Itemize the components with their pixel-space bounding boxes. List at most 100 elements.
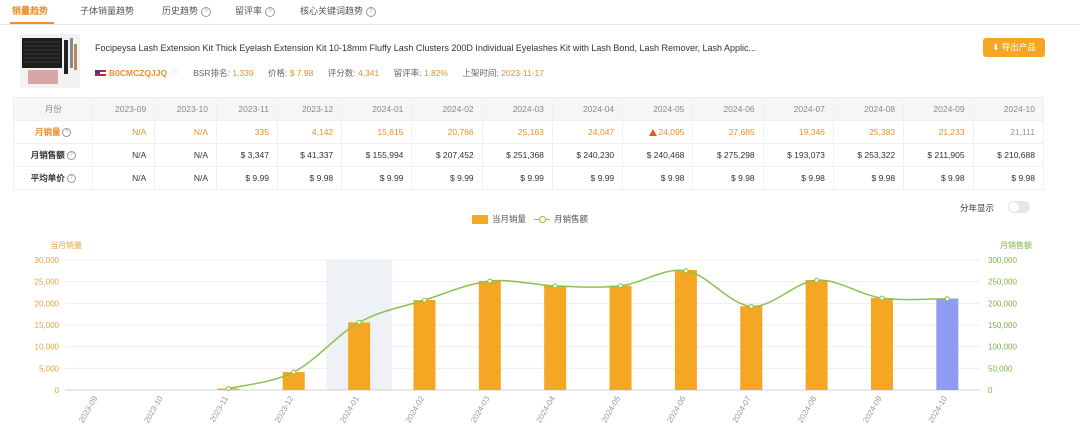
- revenue-line: [228, 269, 948, 390]
- table-cell: $ 240,230: [551, 143, 624, 167]
- bsr-label: BSR排名:: [193, 68, 230, 78]
- revenue-point: [618, 283, 624, 289]
- y-left-tick-label: 25,000: [35, 278, 60, 287]
- x-tick-label: 2024-05: [600, 394, 623, 424]
- table-cell: $ 9.99: [481, 166, 553, 190]
- export-label: 导出产品: [1001, 42, 1036, 52]
- row-label-text: 平均单价: [30, 173, 65, 183]
- table-cell: $ 9.98: [762, 166, 834, 190]
- y-right-tick-label: 200,000: [988, 299, 1017, 308]
- chart-bar: [674, 270, 697, 390]
- header-cell: 2024-09: [903, 97, 974, 121]
- tab-label: 核心关键词趋势: [300, 6, 364, 16]
- product-thumbnail[interactable]: [20, 34, 80, 88]
- table-cell: $ 9.99: [216, 166, 278, 190]
- x-tick-label: 2024-03: [469, 394, 492, 424]
- asin[interactable]: B0CMCZQJJQ: [109, 68, 168, 78]
- product-title[interactable]: Focipeysa Lash Extension Kit Thick Eyela…: [95, 43, 757, 53]
- help-icon[interactable]: ?: [66, 151, 76, 161]
- y-right-tick-label: 150,000: [988, 321, 1017, 330]
- chart-bar: [740, 306, 763, 390]
- help-icon[interactable]: ?: [201, 6, 212, 17]
- chart-bar: [805, 280, 828, 390]
- chart-bar: [544, 285, 567, 390]
- download-icon: ⬇: [992, 42, 1002, 52]
- tab-sales-trend[interactable]: 销量趋势: [12, 4, 48, 17]
- table-cell: $ 207,452: [411, 143, 483, 167]
- launch-date-value: 2023-11-17: [501, 68, 544, 78]
- chart-bar: [348, 322, 371, 390]
- tab-core-keyword-trend[interactable]: 核心关键词趋势?: [300, 4, 377, 17]
- y-right-tick-label: 50,000: [988, 364, 1013, 373]
- legend-item-sales[interactable]: 当月销量: [472, 213, 526, 225]
- y-right-tick-label: 100,000: [988, 343, 1017, 352]
- chart-bar: [282, 372, 305, 390]
- reviews-label: 评分数:: [327, 68, 356, 78]
- header-cell: 2024-02: [411, 97, 483, 121]
- table-cell: 19,346: [762, 120, 834, 144]
- revenue-point: [225, 386, 231, 392]
- header-cell: 2023-12: [276, 97, 343, 121]
- review-rate-label: 留评率:: [393, 68, 422, 78]
- table-cell: N/A: [154, 120, 217, 144]
- table-cell: 21,233: [903, 120, 974, 144]
- table-cell: $ 3,347: [216, 143, 278, 167]
- header-cell: 2024-04: [551, 97, 624, 121]
- tab-child-sales-trend[interactable]: 子体销量趋势: [80, 4, 134, 17]
- y-right-tick-label: 300,000: [988, 256, 1017, 265]
- product-image: [22, 38, 77, 84]
- table-cell: 4,142: [276, 120, 343, 144]
- table-cell: $ 253,322: [832, 143, 905, 167]
- revenue-point: [944, 296, 950, 302]
- table-cell: $ 9.98: [903, 166, 974, 190]
- table-cell: $ 9.98: [832, 166, 905, 190]
- revenue-point: [683, 268, 689, 274]
- legend-label: 当月销量: [492, 214, 527, 224]
- table-cell: $ 211,905: [903, 143, 974, 167]
- legend-label: 月销售额: [554, 214, 589, 224]
- review-rate-value: 1.82%: [423, 68, 448, 78]
- table-cell: $ 251,368: [481, 143, 553, 167]
- warning-icon[interactable]: [649, 129, 658, 136]
- header-month: 月份: [12, 97, 94, 121]
- tab-label: 历史趋势: [162, 6, 199, 16]
- header-cell: 2024-10: [972, 97, 1045, 121]
- table-cell: $ 9.99: [341, 166, 413, 190]
- header-cell: 2024-03: [481, 97, 553, 121]
- row-label-text: 月销售额: [30, 150, 65, 160]
- tab-history-trend[interactable]: 历史趋势?: [162, 4, 212, 17]
- x-tick-label: 2024-01: [338, 394, 361, 424]
- help-icon[interactable]: ?: [366, 6, 377, 17]
- favorite-icon[interactable]: ♡: [171, 68, 179, 78]
- export-product-button[interactable]: ⬇ 导出产品: [983, 38, 1045, 57]
- help-icon[interactable]: ?: [62, 128, 72, 138]
- y-left-tick-label: 10,000: [35, 343, 60, 352]
- header-cell: 2024-08: [832, 97, 905, 121]
- x-tick-label: 2024-10: [927, 394, 950, 424]
- x-tick-label: 2024-06: [665, 394, 688, 424]
- row-label: 平均单价?: [12, 166, 94, 190]
- table-cell: N/A: [92, 166, 156, 190]
- help-icon[interactable]: ?: [66, 174, 76, 184]
- revenue-point: [748, 303, 754, 309]
- cell-value: 24,095: [658, 127, 685, 137]
- tab-review-rate[interactable]: 留评率?: [235, 4, 276, 17]
- x-tick-label: 2024-08: [796, 394, 819, 424]
- help-icon[interactable]: ?: [265, 6, 276, 17]
- table-cell: 25,163: [481, 120, 553, 144]
- table-cell: $ 9.98: [276, 166, 343, 190]
- table-cell: $ 9.99: [411, 166, 483, 190]
- row-label-text: 月销量: [34, 127, 61, 137]
- x-tick-label: 2024-07: [731, 394, 754, 424]
- price-label: 价格:: [267, 68, 288, 78]
- header-cell: 2023-10: [154, 97, 217, 121]
- us-flag-icon: [95, 69, 106, 78]
- table-cell: N/A: [92, 143, 156, 167]
- legend-item-revenue[interactable]: 月销售额: [534, 213, 588, 225]
- table-cell: 24,047: [551, 120, 624, 144]
- x-tick-label: 2024-04: [534, 394, 557, 424]
- revenue-point: [291, 369, 297, 375]
- year-display-toggle[interactable]: [1008, 201, 1030, 213]
- x-tick-label: 2023-10: [142, 394, 165, 424]
